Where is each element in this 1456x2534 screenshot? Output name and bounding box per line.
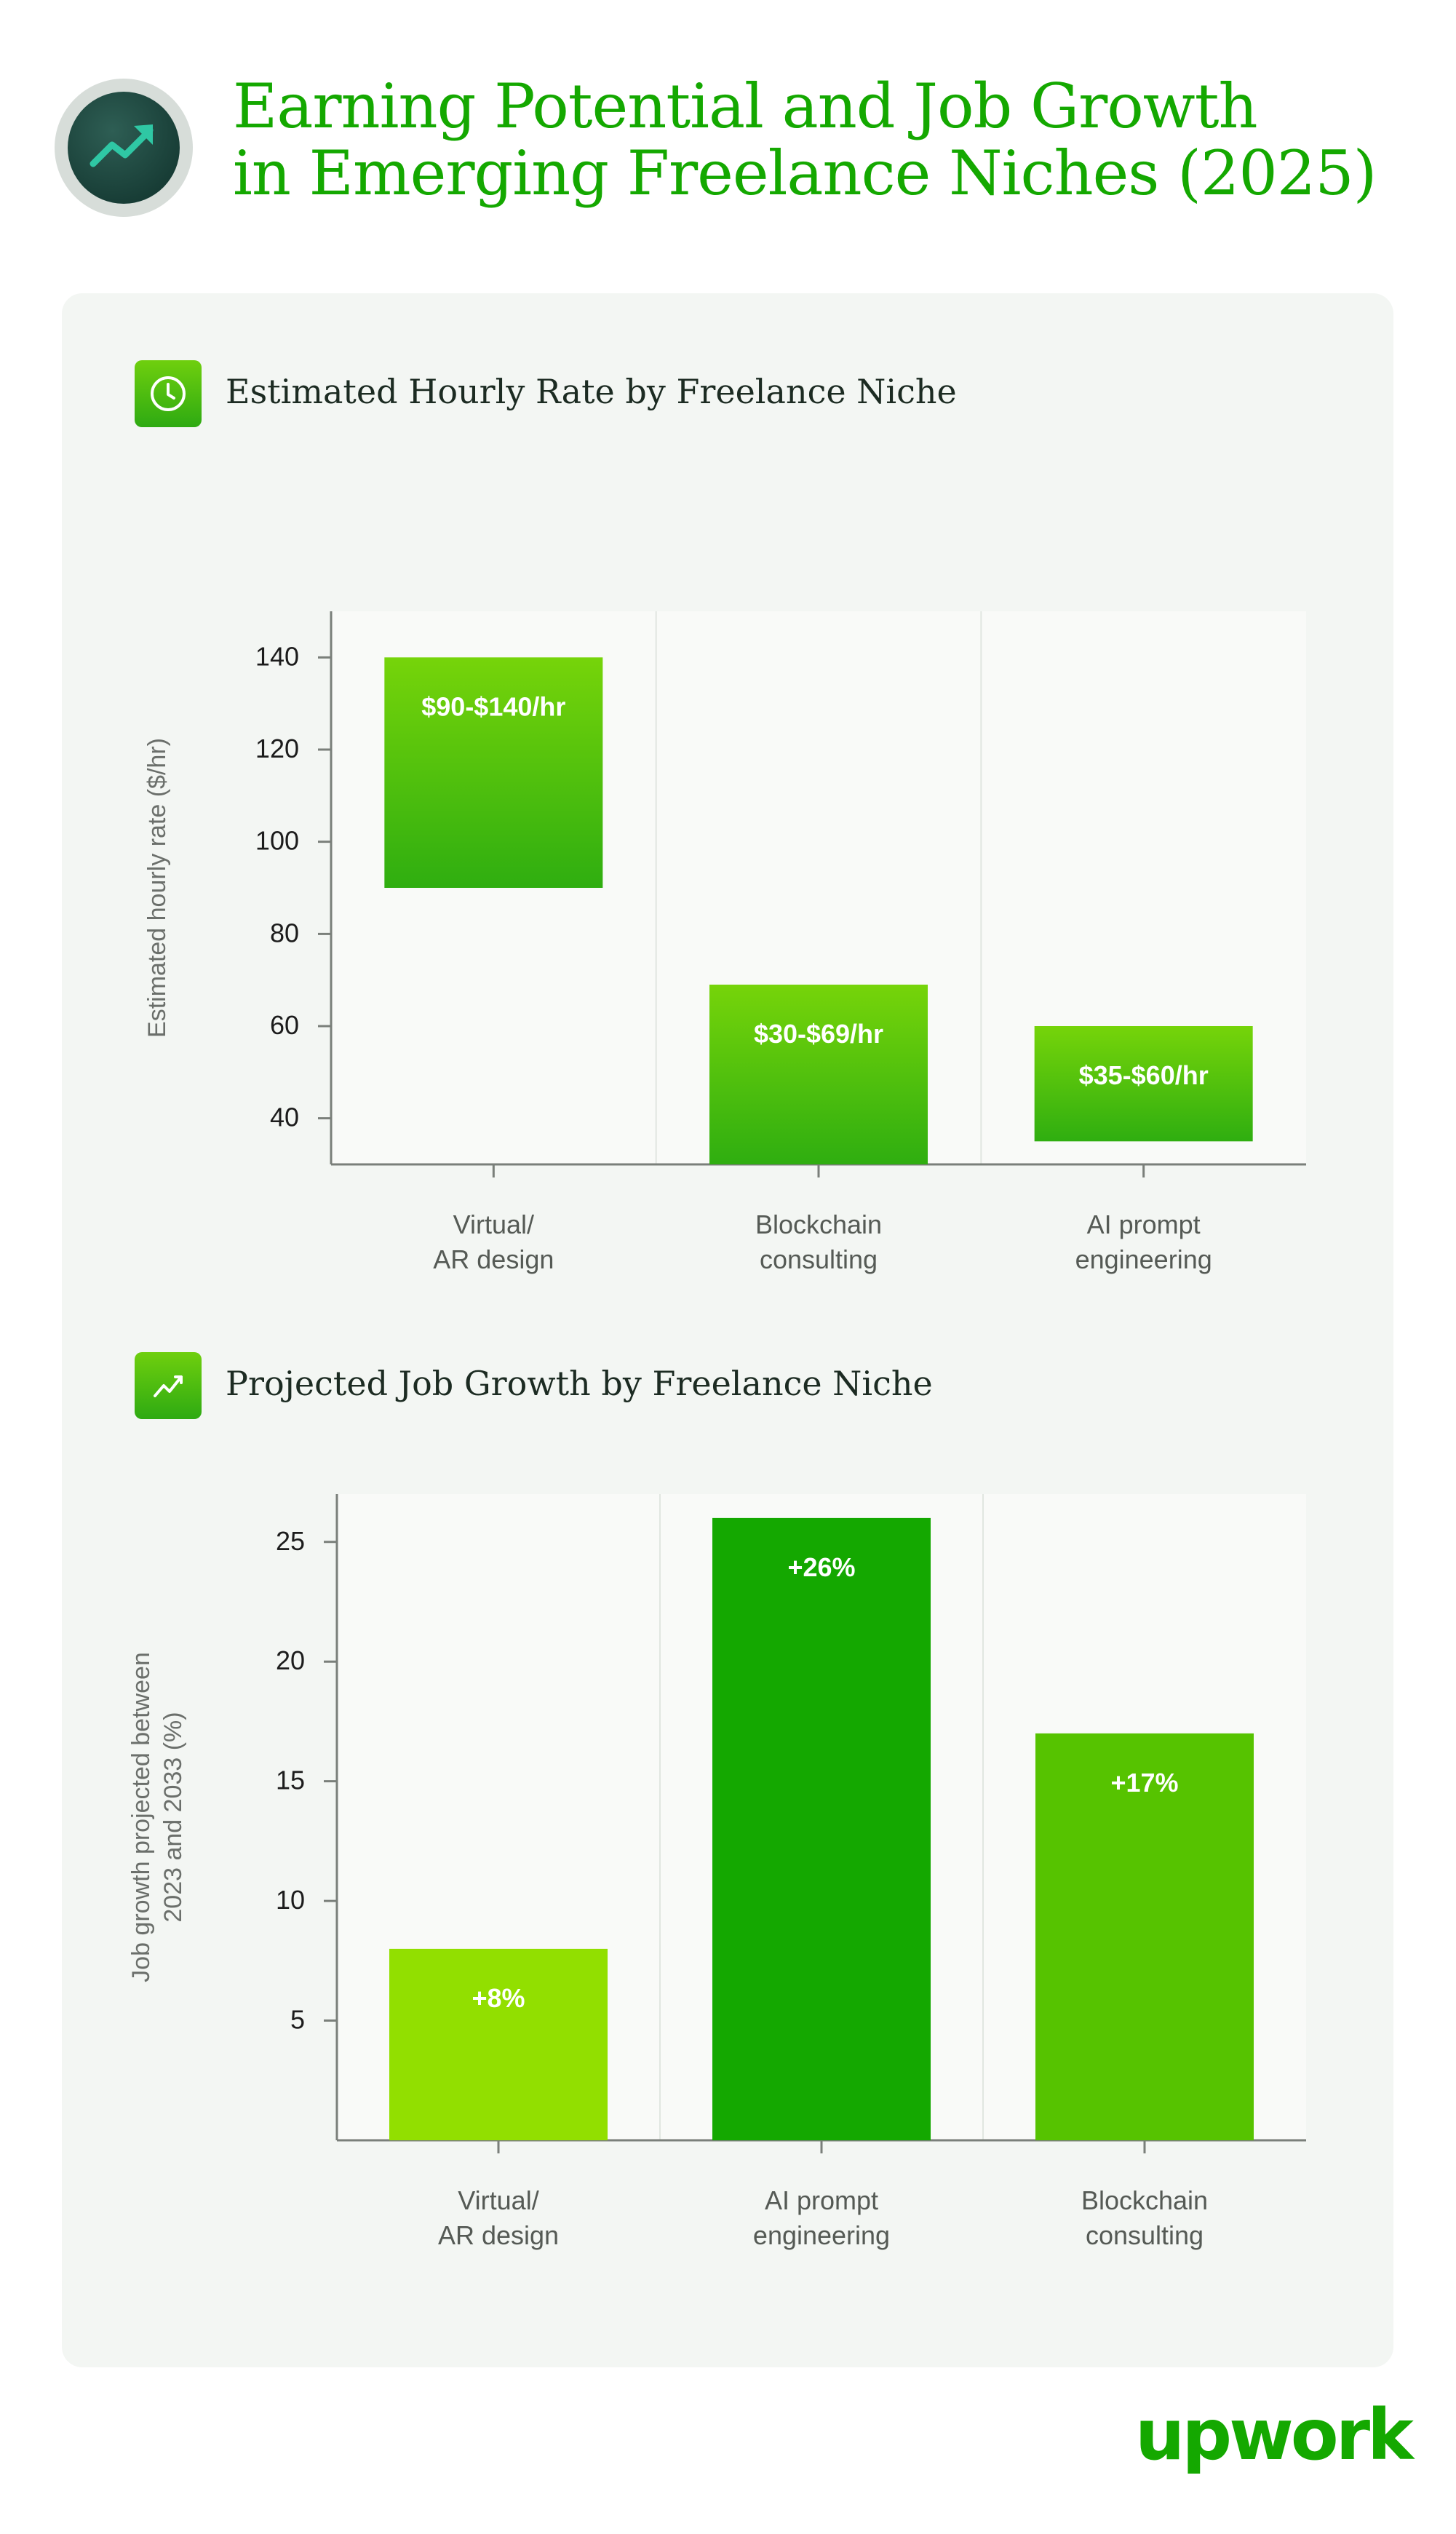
trend-line-icon bbox=[135, 1352, 202, 1419]
x-tick-label: AR design bbox=[433, 1244, 554, 1274]
x-tick-label: Virtual/ bbox=[458, 2185, 538, 2215]
growth-chart-title: Projected Job Growth by Freelance Niche bbox=[226, 1364, 933, 1403]
charts-panel: Estimated Hourly Rate by Freelance Niche… bbox=[62, 293, 1393, 2367]
upwork-logo: upwork bbox=[1135, 2394, 1414, 2482]
y-tick-label: 10 bbox=[276, 1885, 305, 1915]
title-line-2: in Emerging Freelance Niches (2025) bbox=[233, 138, 1377, 209]
bar-value-label: +26% bbox=[787, 1552, 855, 1582]
trending-up-icon bbox=[68, 92, 180, 204]
growth-section-header: Projected Job Growth by Freelance Niche bbox=[135, 1352, 1299, 1425]
x-tick-label: AI prompt bbox=[1087, 1210, 1201, 1239]
x-tick-label: consulting bbox=[760, 1244, 878, 1274]
y-axis-label-line: Estimated hourly rate ($/hr) bbox=[143, 738, 171, 1038]
x-tick-label: engineering bbox=[753, 2220, 890, 2250]
y-tick-label: 120 bbox=[255, 734, 299, 763]
bar bbox=[384, 657, 603, 888]
y-tick-label: 100 bbox=[255, 826, 299, 856]
header-badge bbox=[55, 79, 193, 217]
x-tick-label: AI prompt bbox=[765, 2185, 878, 2215]
bar-value-label: $35-$60/hr bbox=[1079, 1060, 1209, 1090]
bar bbox=[709, 985, 928, 1164]
x-tick-label: AR design bbox=[438, 2220, 559, 2250]
bar bbox=[712, 1517, 931, 2140]
x-tick-label: consulting bbox=[1086, 2220, 1204, 2250]
hourly-chart-title: Estimated Hourly Rate by Freelance Niche bbox=[226, 372, 957, 411]
clock-icon bbox=[135, 360, 202, 427]
y-tick-label: 5 bbox=[290, 2005, 305, 2035]
x-tick-label: Blockchain bbox=[1081, 2185, 1208, 2215]
x-tick-label: Virtual/ bbox=[453, 1210, 534, 1239]
bar bbox=[389, 1948, 608, 2140]
y-axis-label-line: Job growth projected between bbox=[127, 1652, 155, 1982]
bar-value-label: +17% bbox=[1110, 1768, 1178, 1798]
y-tick-label: 40 bbox=[270, 1103, 299, 1132]
logo-text: upwork bbox=[1135, 2394, 1414, 2476]
bar-value-label: +8% bbox=[472, 1983, 525, 2013]
x-tick-label: Blockchain bbox=[755, 1210, 882, 1239]
job-growth-chart: 5 10 15 20 25 Job growth projected between 202… bbox=[127, 1494, 1306, 2250]
y-axis-label: Estimated hourly rate ($/hr) bbox=[143, 738, 171, 1038]
hourly-rate-chart: 40 60 80 100 120 140 Estimated hourly rate ($/… bbox=[143, 611, 1306, 1274]
bar-value-label: $90-$140/hr bbox=[421, 691, 565, 721]
y-axis-label: Job growth projected between 2023 and 203… bbox=[127, 1652, 187, 1982]
y-tick-label: 140 bbox=[255, 641, 299, 671]
hourly-section-header: Estimated Hourly Rate by Freelance Niche bbox=[135, 360, 1299, 433]
y-tick-label: 15 bbox=[276, 1766, 305, 1795]
bar bbox=[1035, 1733, 1254, 2140]
y-tick-label: 20 bbox=[276, 1645, 305, 1675]
y-axis-label-line: 2023 and 2033 (%) bbox=[159, 1712, 187, 1922]
header: Earning Potential and Job Growth in Emer… bbox=[55, 73, 1437, 218]
title-line-1: Earning Potential and Job Growth bbox=[233, 71, 1258, 142]
bar bbox=[1034, 1026, 1253, 1142]
y-tick-label: 80 bbox=[270, 918, 299, 948]
bar-value-label: $30-$69/hr bbox=[754, 1019, 883, 1049]
y-tick-label: 60 bbox=[270, 1010, 299, 1040]
x-tick-label: engineering bbox=[1075, 1244, 1212, 1274]
page-title: Earning Potential and Job Growth in Emer… bbox=[233, 73, 1433, 207]
y-tick-label: 25 bbox=[276, 1526, 305, 1556]
